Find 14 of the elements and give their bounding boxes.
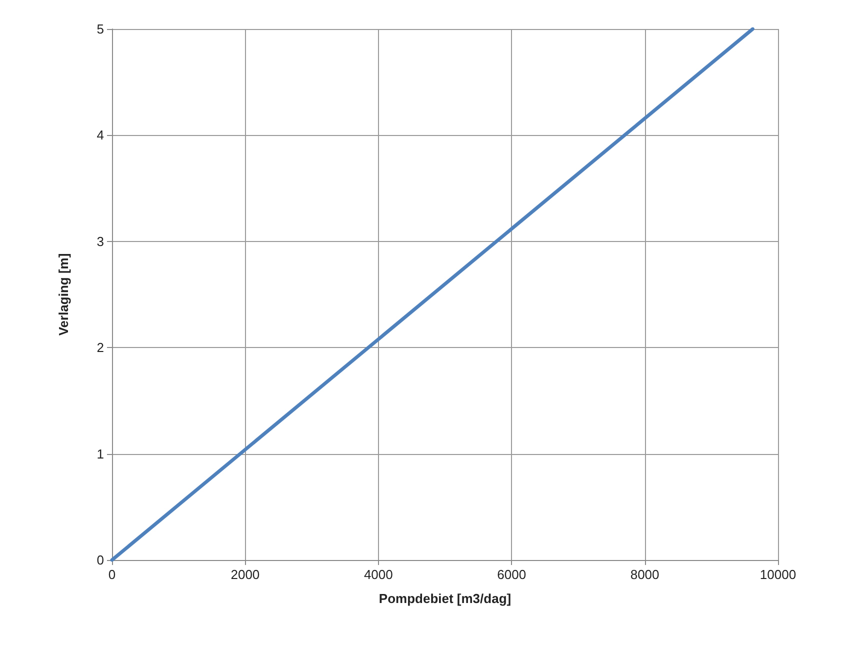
x-tick-label: 6000 <box>497 567 526 582</box>
y-tick-label: 4 <box>96 128 104 143</box>
x-tick-label: 4000 <box>364 567 393 582</box>
x-tick-label: 0 <box>108 567 116 582</box>
y-tick-label: 1 <box>96 446 104 462</box>
y-tick-label: 5 <box>96 22 104 36</box>
y-tick-label: 3 <box>96 234 104 249</box>
x-axis-title: Pompdebiet [m3/dag] <box>378 591 512 606</box>
y-axis-title: Verlaging [m] <box>56 253 71 336</box>
y-tick-label: 0 <box>96 552 104 568</box>
x-tick-label: 8000 <box>630 567 660 582</box>
y-tick-label: 2 <box>96 340 104 356</box>
x-tick-label: 2000 <box>230 567 260 582</box>
x-tick-label: 10000 <box>760 567 796 582</box>
